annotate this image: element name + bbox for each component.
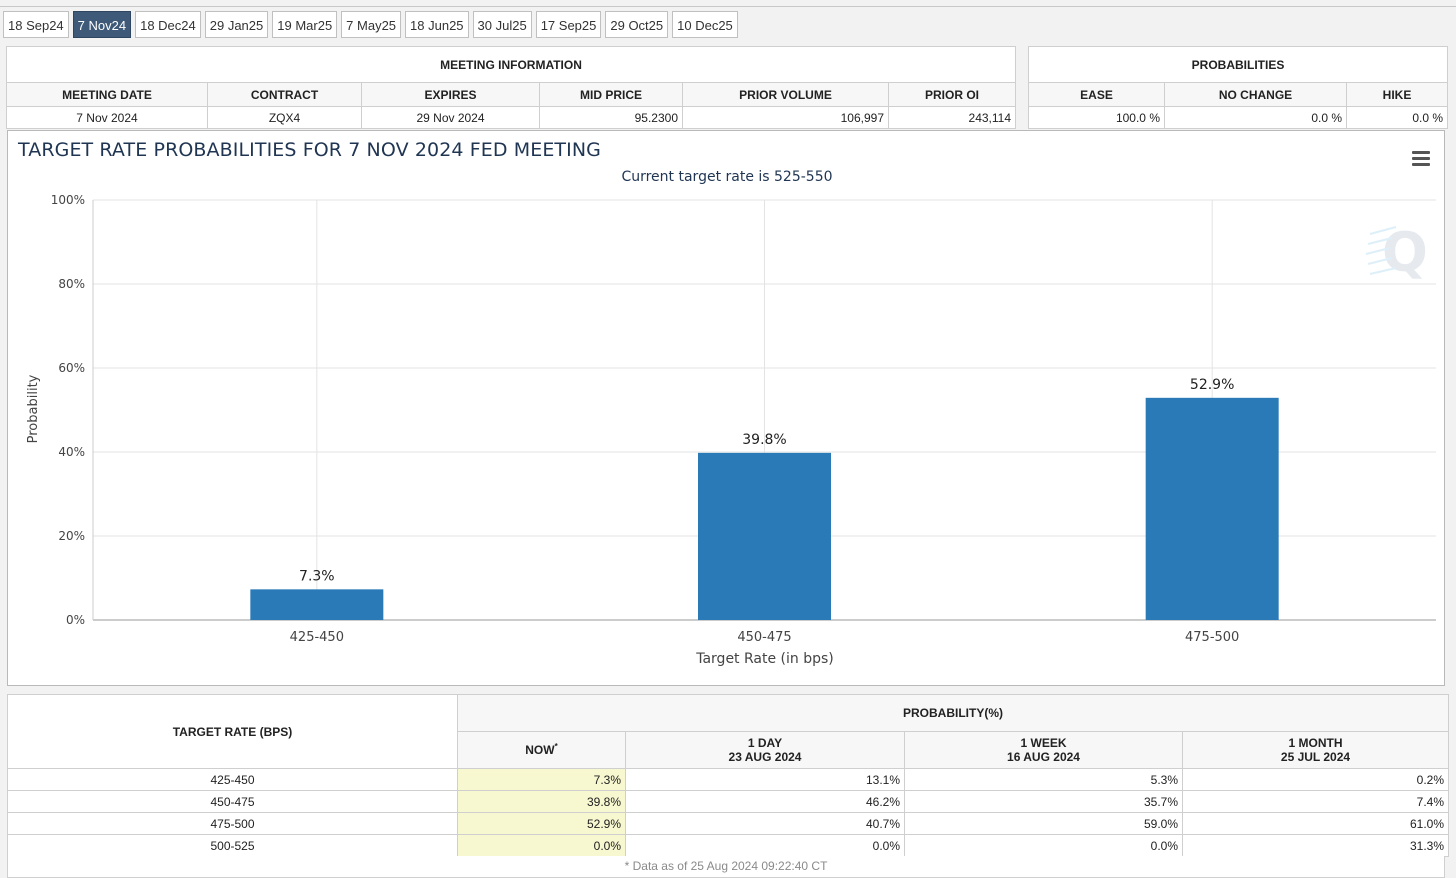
y-tick-label: 20% <box>58 529 85 543</box>
probability-header: PROBABILITY(%) <box>457 694 1449 732</box>
cme-q-logo-icon: Q <box>1365 221 1428 284</box>
tab-19-mar25[interactable]: 19 Mar25 <box>272 11 338 38</box>
probability-history-table: TARGET RATE (BPS) PROBABILITY(%) NOW* 1 … <box>7 694 1449 857</box>
table-row: 450-475 39.8% 46.2% 35.7% 7.4% <box>7 790 1449 813</box>
tab-7-nov24[interactable]: 7 Nov24 <box>72 11 132 38</box>
data-label: 39.8% <box>742 432 786 448</box>
one-day-cell: 40.7% <box>625 812 905 835</box>
y-tick-label: 80% <box>58 277 85 291</box>
data-timestamp-footnote: * Data as of 25 Aug 2024 09:22:40 CT <box>7 856 1445 878</box>
probabilities-table: PROBABILITIES EASE NO CHANGE HIKE 100.0 … <box>1028 46 1448 129</box>
one-month-cell: 7.4% <box>1182 790 1449 813</box>
one-month-cell: 0.2% <box>1182 768 1449 791</box>
tab-18-sep24[interactable]: 18 Sep24 <box>3 11 69 38</box>
one-day-cell: 46.2% <box>625 790 905 813</box>
prior-oi-value: 243,114 <box>887 106 1017 129</box>
mid-price-header: MID PRICE <box>539 82 683 107</box>
tab-18-jun25[interactable]: 18 Jun25 <box>405 11 469 38</box>
rate-cell: 425-450 <box>7 768 458 791</box>
prior-volume-header: PRIOR VOLUME <box>682 82 889 107</box>
tab-29-jan25[interactable]: 29 Jan25 <box>204 11 269 38</box>
one-day-column-header: 1 DAY 23 AUG 2024 <box>625 731 905 769</box>
rate-cell: 450-475 <box>7 790 458 813</box>
hamburger-menu-icon[interactable] <box>1412 151 1430 166</box>
meeting-information-title: MEETING INFORMATION <box>5 46 1017 83</box>
target-rate-chart-panel: TARGET RATE PROBABILITIES FOR 7 NOV 2024… <box>7 130 1445 686</box>
bar-chart: Q 0% 20% 40% 60% 80% 100% 425-450 450-475 475-50… <box>26 193 1436 667</box>
hike-value: 0.0 % <box>1346 106 1448 129</box>
table-row: 500-525 0.0% 0.0% 0.0% 31.3% <box>7 834 1449 857</box>
one-month-cell: 31.3% <box>1182 834 1449 857</box>
y-tick-label: 100% <box>51 193 85 207</box>
now-cell: 52.9% <box>457 812 626 835</box>
tab-29-oct25[interactable]: 29 Oct25 <box>605 11 669 38</box>
no-change-value: 0.0 % <box>1164 106 1347 129</box>
now-cell: 0.0% <box>457 834 626 857</box>
one-week-cell: 5.3% <box>904 768 1183 791</box>
now-cell: 39.8% <box>457 790 626 813</box>
meeting-date-tabs: 18 Sep24 7 Nov24 18 Dec24 29 Jan25 19 Ma… <box>3 11 742 39</box>
hike-header: HIKE <box>1346 82 1448 107</box>
one-week-cell: 35.7% <box>904 790 1183 813</box>
target-rate-header: TARGET RATE (BPS) <box>7 694 458 769</box>
table-row: 475-500 52.9% 40.7% 59.0% 61.0% <box>7 812 1449 835</box>
tab-17-sep25[interactable]: 17 Sep25 <box>535 11 602 38</box>
one-month-column-header: 1 MONTH 25 JUL 2024 <box>1182 731 1449 769</box>
one-week-cell: 0.0% <box>904 834 1183 857</box>
y-tick-label: 0% <box>66 613 85 627</box>
ease-value: 100.0 % <box>1028 106 1165 129</box>
chart-subtitle: Current target rate is 525-550 <box>621 169 833 185</box>
one-week-label: 1 WEEK <box>1020 736 1067 750</box>
bar-425-450[interactable] <box>250 589 384 620</box>
no-change-header: NO CHANGE <box>1164 82 1347 107</box>
y-tick-label: 60% <box>58 361 85 375</box>
one-month-cell: 61.0% <box>1182 812 1449 835</box>
chart-title: TARGET RATE PROBABILITIES FOR 7 NOV 2024… <box>18 139 601 161</box>
one-month-date: 25 JUL 2024 <box>1280 750 1351 764</box>
rate-cell: 500-525 <box>7 834 458 857</box>
x-tick-label: 425-450 <box>290 630 344 645</box>
bar-450-475[interactable] <box>698 452 831 620</box>
x-axis-title: Target Rate (in bps) <box>695 651 834 667</box>
expires-value: 29 Nov 2024 <box>361 106 540 129</box>
svg-text:Q: Q <box>1382 221 1428 284</box>
tab-30-jul25[interactable]: 30 Jul25 <box>472 11 532 38</box>
now-cell: 7.3% <box>457 768 626 791</box>
one-day-label: 1 DAY <box>747 736 783 750</box>
contract-value: ZQX4 <box>207 106 362 129</box>
now-column-header: NOW* <box>457 731 626 769</box>
one-week-column-header: 1 WEEK 16 AUG 2024 <box>904 731 1183 769</box>
one-week-cell: 59.0% <box>904 812 1183 835</box>
x-tick-label: 475-500 <box>1185 630 1239 645</box>
bar-475-500[interactable] <box>1145 397 1279 620</box>
meeting-date-value: 7 Nov 2024 <box>6 106 208 129</box>
now-asterisk: * <box>554 742 558 751</box>
one-week-date: 16 AUG 2024 <box>1007 750 1080 764</box>
top-divider <box>0 6 1456 7</box>
meeting-information-table: MEETING INFORMATION MEETING DATE CONTRAC… <box>5 46 1017 129</box>
prior-oi-header: PRIOR OI <box>887 82 1017 107</box>
contract-header: CONTRACT <box>207 82 362 107</box>
tab-10-dec25[interactable]: 10 Dec25 <box>672 11 738 38</box>
now-label: NOW <box>525 743 555 757</box>
one-day-date: 23 AUG 2024 <box>728 750 802 764</box>
mid-price-value: 95.2300 <box>539 106 683 129</box>
data-label: 52.9% <box>1190 377 1234 393</box>
table-row: 425-450 7.3% 13.1% 5.3% 0.2% <box>7 768 1449 791</box>
meeting-date-header: MEETING DATE <box>6 82 208 107</box>
data-label: 7.3% <box>299 568 335 584</box>
one-month-label: 1 MONTH <box>1288 736 1343 750</box>
tab-18-dec24[interactable]: 18 Dec24 <box>135 11 201 38</box>
expires-header: EXPIRES <box>361 82 540 107</box>
one-day-cell: 13.1% <box>625 768 905 791</box>
ease-header: EASE <box>1028 82 1165 107</box>
x-tick-label: 450-475 <box>737 630 791 645</box>
y-tick-label: 40% <box>58 445 85 459</box>
y-axis-title: Probability <box>26 374 41 443</box>
one-day-cell: 0.0% <box>625 834 905 857</box>
prior-volume-value: 106,997 <box>682 106 889 129</box>
rate-cell: 475-500 <box>7 812 458 835</box>
probabilities-title: PROBABILITIES <box>1028 46 1448 83</box>
tab-7-may25[interactable]: 7 May25 <box>341 11 402 38</box>
